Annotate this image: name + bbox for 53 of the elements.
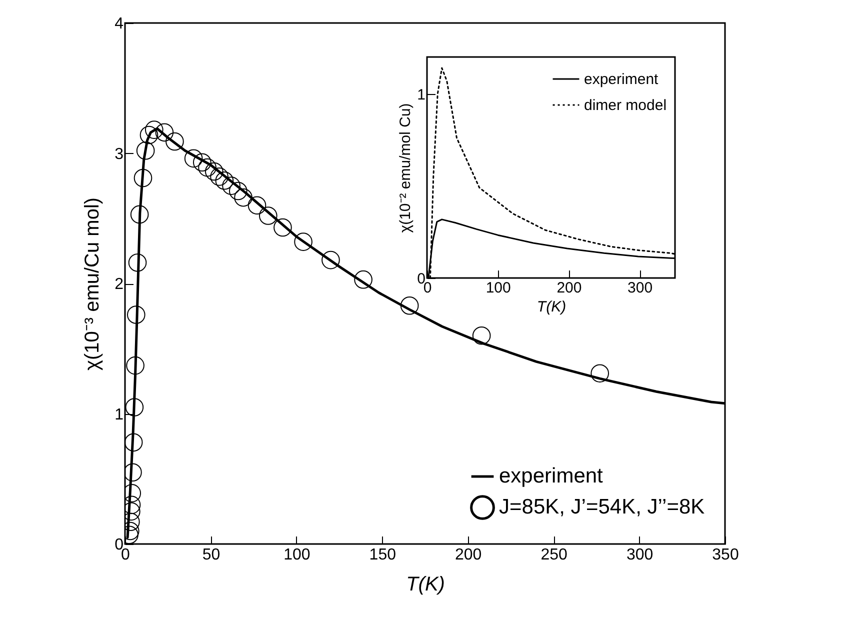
point — [228, 182, 248, 200]
point — [126, 306, 146, 324]
point — [128, 254, 147, 272]
point — [234, 188, 252, 207]
point — [354, 270, 372, 289]
x-tick-label: 100 — [284, 546, 310, 564]
x-tick-label: 50 — [202, 546, 220, 564]
point — [590, 364, 610, 383]
point — [130, 205, 149, 224]
point — [294, 232, 312, 251]
point — [192, 153, 212, 172]
y-tick-label: 3 — [114, 146, 124, 163]
x-tick-label: 100 — [486, 280, 511, 296]
y-tick-label: 2 — [114, 276, 124, 293]
x-tick-label: 200 — [455, 546, 482, 564]
x-axis-title: T(K) — [406, 574, 445, 596]
x-tick-label: 350 — [712, 546, 739, 564]
point — [258, 206, 278, 225]
point — [215, 171, 234, 190]
point — [322, 250, 340, 270]
x-tick-label: 300 — [628, 280, 653, 296]
x-tick-label: 250 — [540, 546, 568, 564]
point — [222, 176, 240, 195]
point — [248, 196, 266, 214]
y-tick-label: 1 — [114, 406, 124, 424]
point — [198, 158, 216, 177]
x-tick-label: 300 — [626, 546, 654, 564]
point — [136, 142, 155, 160]
point — [144, 120, 164, 139]
y-tick-label: 4 — [114, 16, 124, 32]
point — [126, 356, 144, 375]
point — [125, 398, 144, 416]
point — [204, 162, 224, 181]
legend-label: dimer model — [584, 97, 667, 114]
y-axis-title: χ(10⁻³ emu/Cu mol) — [82, 197, 104, 371]
point — [155, 123, 174, 142]
point — [184, 149, 203, 168]
legend-label: experiment — [499, 464, 604, 488]
y-tick-label: 1 — [417, 86, 426, 104]
point — [125, 433, 143, 452]
point — [274, 218, 292, 237]
point — [472, 326, 491, 345]
legend-label: experiment — [584, 71, 660, 88]
x-tick-label: 150 — [369, 546, 396, 564]
point — [210, 168, 228, 186]
point — [140, 126, 158, 144]
legend-label: J=85K, J’=54K, J’’=8K — [499, 496, 705, 518]
x-axis-title: T(K) — [536, 298, 566, 316]
point — [166, 132, 184, 151]
x-tick-label: 200 — [556, 280, 582, 296]
point — [134, 168, 152, 188]
y-axis-title: χ(10⁻² emu/mol Cu) — [397, 103, 414, 233]
point — [400, 296, 419, 315]
